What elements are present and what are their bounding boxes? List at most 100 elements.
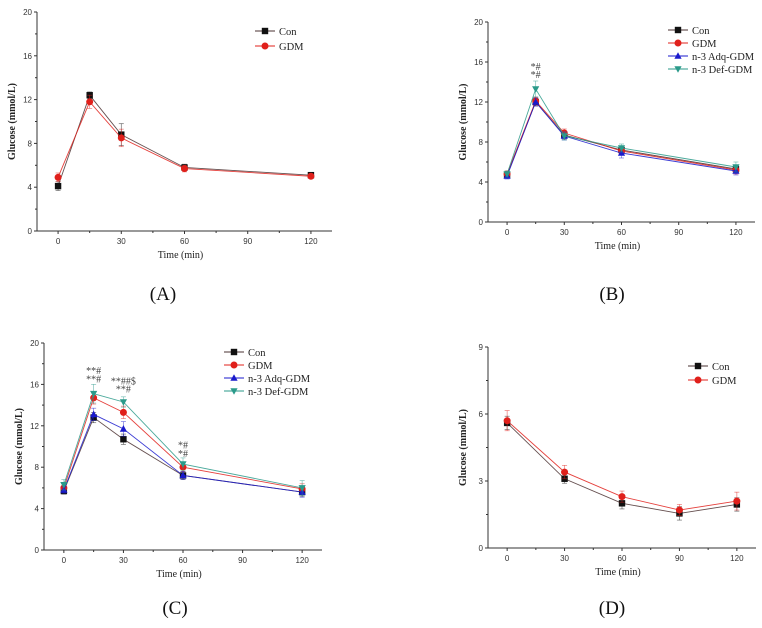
legend-marker	[230, 374, 238, 381]
series-n-3-adq-gdm	[503, 97, 740, 180]
significance-annotation: *#	[531, 70, 541, 81]
x-tick-label: 60	[179, 556, 188, 565]
y-tick-label: 4	[479, 178, 484, 187]
legend: Con GDM	[255, 27, 304, 53]
y-tick-label: 20	[474, 18, 483, 27]
legend-marker	[230, 388, 238, 395]
x-axis-label: Time (min)	[156, 569, 201, 580]
data-point	[119, 425, 128, 432]
x-tick-label: 30	[117, 237, 126, 246]
x-tick-label: 0	[56, 237, 61, 246]
series-line	[506, 101, 736, 177]
legend-label: GDM	[279, 42, 304, 53]
data-point	[532, 86, 540, 93]
y-tick-label: 16	[30, 380, 39, 389]
significance-annotation: **##$	[111, 376, 136, 387]
panel-label-a: (A)	[150, 284, 176, 305]
x-tick-label: 0	[62, 556, 67, 565]
data-point	[732, 164, 740, 171]
legend-label: Con	[692, 26, 710, 37]
y-tick-label: 0	[35, 546, 40, 555]
y-tick-label: 8	[35, 463, 40, 472]
chart-panel-c: 0 4 8 12 16 20 0 30 60 90 120 Time (min) Glucose (mm…	[14, 339, 322, 580]
y-tick-label: 0	[28, 227, 33, 236]
data-point	[560, 133, 568, 140]
panel-label-d: (D)	[599, 598, 625, 619]
x-tick-label: 90	[675, 554, 684, 563]
x-tick-label: 90	[238, 556, 247, 565]
x-axis-label: Time (min)	[595, 567, 640, 578]
data-point	[532, 98, 540, 105]
data-point	[307, 172, 315, 180]
data-point	[675, 506, 683, 514]
x-tick-label: 30	[560, 554, 569, 563]
x-tick-label: 60	[617, 228, 626, 237]
data-point	[117, 134, 125, 142]
data-point	[733, 497, 741, 505]
y-axis-label: Glucose (mmol/L)	[14, 408, 25, 485]
legend-marker	[694, 362, 702, 370]
y-tick-label: 20	[30, 339, 39, 348]
y-tick-label: 16	[23, 52, 32, 61]
data-point	[503, 171, 511, 178]
data-point	[119, 399, 128, 406]
data-point	[179, 461, 187, 468]
series-n-3-def-gdm	[60, 384, 306, 496]
series-n-3-def-gdm	[503, 80, 740, 178]
series-gdm	[503, 96, 740, 178]
legend-label: n-3 Adq-GDM	[692, 52, 755, 63]
y-tick-label: 0	[479, 218, 484, 227]
y-tick-label: 8	[479, 138, 484, 147]
data-point	[86, 98, 94, 106]
panel-label-b: (B)	[599, 284, 624, 305]
data-point	[561, 468, 569, 476]
series-gdm	[54, 94, 315, 183]
x-tick-label: 90	[674, 228, 683, 237]
series-gdm	[503, 410, 741, 516]
legend-marker	[674, 26, 682, 34]
legend: Con GDM n-3 Adq-GDM n-3 Def-GDM	[224, 348, 311, 398]
data-point	[54, 173, 62, 181]
data-point	[617, 145, 626, 152]
x-tick-label: 120	[295, 556, 309, 565]
y-tick-label: 8	[28, 139, 33, 148]
legend-marker	[674, 39, 682, 47]
x-tick-label: 60	[180, 237, 189, 246]
y-tick-label: 6	[479, 410, 484, 419]
x-tick-label: 120	[730, 554, 744, 563]
legend: Con GDM	[688, 362, 737, 387]
y-tick-label: 0	[479, 544, 484, 553]
legend-marker	[230, 361, 238, 369]
x-tick-label: 120	[729, 228, 743, 237]
data-point	[617, 149, 626, 156]
data-point	[179, 471, 187, 479]
legend-marker	[230, 348, 238, 356]
y-axis-label: Glucose (mmol/L)	[458, 84, 469, 161]
data-point	[181, 165, 188, 173]
x-tick-label: 0	[505, 228, 510, 237]
significance-annotation: *#	[531, 62, 541, 73]
x-tick-label: 90	[243, 237, 252, 246]
data-point	[618, 493, 626, 501]
x-tick-label: 0	[505, 554, 510, 563]
data-point	[298, 485, 306, 492]
x-axis-label: Time (min)	[158, 250, 203, 261]
x-tick-label: 30	[560, 228, 569, 237]
legend-label: n-3 Def-GDM	[248, 387, 309, 398]
significance-annotation: *#	[178, 441, 188, 452]
legend-marker	[261, 42, 269, 50]
series-line	[506, 87, 737, 175]
chart-panel-b: 0 4 8 12 16 20 0 30 60 90 120 Time (min) Glucose (mm…	[458, 18, 755, 252]
legend-label: Con	[712, 362, 730, 373]
legend-label: Con	[248, 348, 266, 359]
significance-annotation: *#	[178, 449, 188, 460]
legend-label: GDM	[248, 361, 273, 372]
legend-label: n-3 Adq-GDM	[248, 374, 311, 385]
series-con	[503, 415, 741, 521]
y-tick-label: 4	[35, 505, 40, 514]
y-tick-label: 12	[474, 98, 483, 107]
y-tick-label: 12	[30, 422, 39, 431]
legend-marker	[674, 66, 682, 73]
chart-panel-a: 0 4 8 12 16 20 0 30 60 90 120 Time (min) Glucose (mm…	[7, 8, 332, 261]
